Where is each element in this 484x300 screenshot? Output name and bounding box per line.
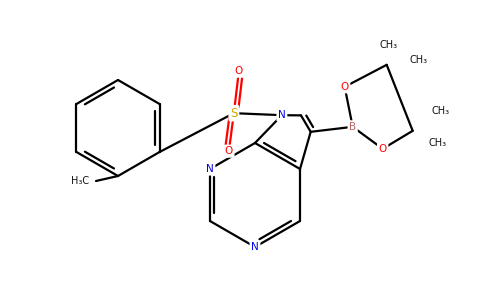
Text: B: B [349,122,356,132]
Text: N: N [206,164,214,174]
Text: CH₃: CH₃ [409,55,428,65]
Text: CH₃: CH₃ [429,138,447,148]
Text: O: O [341,82,349,92]
Text: H₃C: H₃C [71,176,89,186]
Text: CH₃: CH₃ [379,40,398,50]
Text: N: N [251,242,259,252]
Text: N: N [278,110,286,120]
Text: O: O [225,146,233,156]
Text: S: S [230,107,238,120]
Text: O: O [378,144,387,154]
Text: O: O [235,66,243,76]
Text: CH₃: CH₃ [432,106,450,116]
